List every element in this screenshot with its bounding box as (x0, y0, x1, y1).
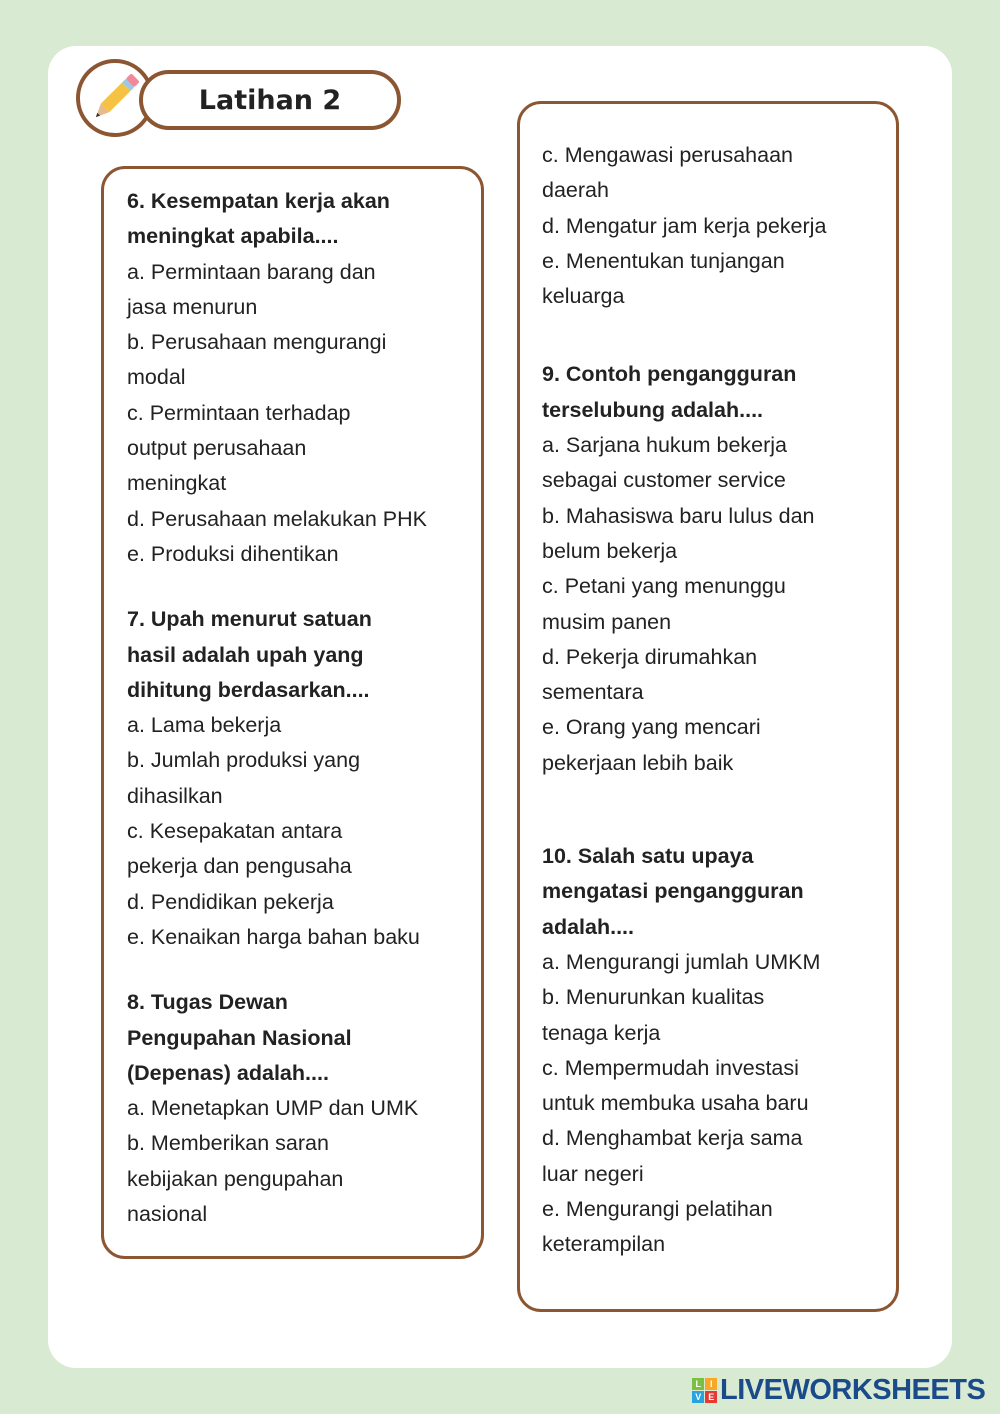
question-text: 10. Salah satu upaya (542, 844, 754, 869)
answer-option: b. Mahasiswa baru lulus dan (542, 503, 815, 528)
answer-option: b. Memberikan saran (127, 1131, 329, 1156)
answer-option: d. Menghambat kerja sama (542, 1126, 803, 1151)
answer-option: c. Permintaan terhadap (127, 400, 351, 425)
badge-letter: V (692, 1391, 704, 1403)
answer-option: b. Menurunkan kualitas (542, 985, 765, 1010)
answer-option: c. Mengawasi perusahaan (542, 143, 793, 167)
answer-option: daerah (542, 178, 609, 203)
answer-option: d. Perusahaan melakukan PHK (127, 506, 427, 531)
question-text: 9. Contoh pengangguran (542, 362, 797, 387)
question-text: 7. Upah menurut satuan (127, 607, 372, 632)
answer-option: dihasilkan (127, 783, 223, 808)
answer-option: e. Produksi dihentikan (127, 541, 339, 566)
left-question-box (101, 166, 484, 1259)
question-text: Pengupahan Nasional (127, 1025, 352, 1050)
question-block: 8. Tugas Dewan Pengupahan Nasional (Depena… (127, 985, 427, 1232)
question-text: mengatasi pengangguran (542, 879, 804, 904)
answer-option: keterampilan (542, 1232, 666, 1257)
question-text: dihitung berdasarkan.... (127, 677, 370, 702)
answer-option: tenaga kerja (542, 1020, 661, 1045)
answer-option: pekerjaan lebih baik (542, 750, 734, 775)
answer-option: a. Menetapkan UMP dan UMK (127, 1096, 419, 1121)
badge-letter: E (705, 1391, 717, 1403)
answer-option: keluarga (542, 284, 625, 309)
badge-letter: I (705, 1378, 717, 1390)
answer-option: pekerja dan pengusaha (127, 854, 352, 879)
answer-option: kebijakan pengupahan (127, 1166, 344, 1191)
answer-option: d. Pekerja dirumahkan (542, 644, 758, 669)
question-block: 7. Upah menurut satuan hasil adalah upah … (127, 602, 427, 955)
answer-option: e. Mengurangi pelatihan (542, 1197, 773, 1222)
answer-option: luar negeri (542, 1161, 644, 1186)
answer-option: a. Mengurangi jumlah UMKM (542, 949, 821, 974)
right-question-box (517, 101, 899, 1312)
page-title: Latihan 2 (139, 70, 401, 130)
question-text: terselubung adalah.... (542, 397, 764, 422)
answer-option: untuk membuka usaha baru (542, 1091, 809, 1116)
answer-option: e. Menentukan tunjangan (542, 248, 785, 273)
answer-option: b. Perusahaan mengurangi (127, 330, 387, 355)
answer-option: output perusahaan (127, 436, 307, 461)
right-questions: c. Mengawasi perusahaan daerah d. Mengatur… (542, 138, 826, 1263)
question-text: 6. Kesempatan kerja akan (127, 189, 390, 213)
answer-option: jasa menurun (127, 294, 258, 319)
answer-option: c. Kesepakatan antara (127, 819, 343, 844)
question-block: 10. Salah satu upaya mengatasi penganggur… (542, 839, 826, 1263)
badge-letter: L (692, 1378, 704, 1390)
left-questions: 6. Kesempatan kerja akan meningkat apabil… (127, 184, 427, 1232)
question-text: 8. Tugas Dewan (127, 990, 288, 1015)
answer-option: a. Permintaan barang dan (127, 259, 376, 284)
answer-option: sementara (542, 680, 644, 705)
question-text: hasil adalah upah yang (127, 642, 364, 667)
question-block: c. Mengawasi perusahaan daerah d. Mengatur… (542, 138, 826, 314)
answer-option: modal (127, 365, 186, 390)
answer-option: e. Orang yang mencari (542, 715, 761, 740)
question-block: 9. Contoh pengangguran terselubung adalah… (542, 357, 826, 781)
answer-option: nasional (127, 1202, 208, 1227)
question-text: meningkat apabila.... (127, 224, 339, 249)
worksheet-page (48, 46, 952, 1368)
answer-option: c. Petani yang menunggu (542, 574, 786, 599)
answer-option: c. Mempermudah investasi (542, 1055, 799, 1080)
answer-option: musim panen (542, 609, 672, 634)
answer-option: a. Sarjana hukum bekerja (542, 433, 788, 458)
answer-option: d. Mengatur jam kerja pekerja (542, 213, 827, 238)
question-block: 6. Kesempatan kerja akan meningkat apabil… (127, 184, 427, 572)
pencil-icon (95, 74, 139, 118)
question-text: adalah.... (542, 914, 635, 939)
answer-option: a. Lama bekerja (127, 713, 282, 738)
answer-option: sebagai customer service (542, 468, 786, 493)
answer-option: d. Pendidikan pekerja (127, 889, 334, 914)
answer-option: e. Kenaikan harga bahan baku (127, 924, 420, 949)
answer-option: meningkat (127, 471, 227, 496)
logo-text: LIVEWORKSHEETS (720, 1374, 986, 1406)
answer-option: belum bekerja (542, 538, 678, 563)
question-text: (Depenas) adalah.... (127, 1060, 329, 1085)
answer-option: b. Jumlah produksi yang (127, 748, 361, 773)
